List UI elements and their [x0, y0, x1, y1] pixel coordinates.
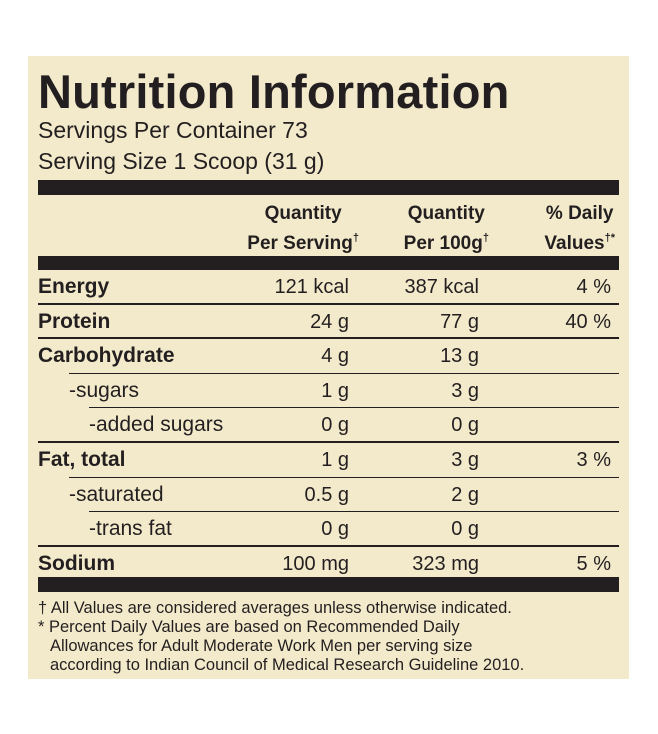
table-row: -trans fat 0 g 0 g	[38, 512, 619, 547]
footnotes: † All Values are considered averages unl…	[38, 599, 524, 675]
nutrient-name: Fat, total	[38, 447, 126, 471]
header-per-serving-line1: Quantity	[264, 203, 342, 224]
row-divider	[38, 544, 619, 547]
row-divider	[38, 337, 619, 340]
per-serving-value: 1 g	[321, 448, 349, 471]
daily-value: 40 %	[565, 310, 611, 333]
row-divider	[38, 440, 619, 443]
table-row: -sugars 1 g 3 g	[38, 374, 619, 409]
daily-value: 4 %	[576, 276, 611, 298]
header-per-serving-line2: Per Serving	[247, 233, 353, 254]
table-row: -added sugars 0 g 0 g	[38, 408, 619, 443]
row-divider	[89, 407, 619, 409]
nutrient-name: -sugars	[69, 378, 140, 402]
per-100g-value: 0 g	[451, 414, 479, 437]
header-daily-values-line2: Values	[544, 233, 605, 254]
bottom-divider-bar	[38, 577, 619, 592]
nutrient-name: -saturated	[69, 482, 164, 506]
nutrition-label: Nutrition Information Servings Per Conta…	[28, 56, 629, 679]
per-serving-value: 1 g	[321, 379, 349, 402]
table-row: Energy 121 kcal 387 kcal 4 %	[38, 270, 619, 305]
nutrient-name: Sodium	[38, 551, 115, 575]
per-serving-value: 4 g	[321, 345, 349, 368]
header-daily-values-line1: % Daily	[545, 203, 614, 224]
label-title: Nutrition Information	[38, 65, 510, 118]
per-serving-value: 0.5 g	[304, 483, 349, 506]
daily-value: 3 %	[576, 448, 611, 471]
table-row: Sodium 100 mg 323 mg 5 %	[38, 547, 619, 582]
row-divider	[89, 511, 619, 513]
per-100g-value: 2 g	[451, 483, 479, 506]
dagger-star-mark: †*	[604, 232, 615, 244]
per-100g-value: 387 kcal	[404, 276, 480, 298]
servings-per-container: Servings Per Container 73	[38, 117, 308, 143]
header-daily-values: % Daily Values†*	[544, 202, 615, 256]
nutrient-table: Energy 121 kcal 387 kcal 4 % Protein 24 …	[38, 270, 619, 581]
row-divider	[69, 476, 619, 478]
footnote-star-line2: Allowances for Adult Moderate Work Men p…	[50, 637, 473, 655]
per-100g-value: 0 g	[451, 518, 479, 541]
row-divider	[38, 302, 619, 305]
table-row: Fat, total 1 g 3 g 3 %	[38, 443, 619, 478]
row-divider	[69, 372, 619, 374]
serving-size: Serving Size 1 Scoop (31 g)	[38, 148, 325, 174]
per-serving-value: 100 mg	[282, 552, 349, 575]
header-per-100g-line1: Quantity	[407, 203, 485, 224]
nutrient-name: Energy	[38, 275, 110, 298]
nutrient-name: Carbohydrate	[38, 344, 175, 368]
table-row: Protein 24 g 77 g 40 %	[38, 305, 619, 340]
per-100g-value: 77 g	[440, 310, 479, 333]
per-100g-value: 13 g	[440, 345, 479, 368]
dagger-mark: †	[352, 232, 359, 244]
per-serving-value: 24 g	[310, 310, 349, 333]
header-divider-bar	[38, 256, 619, 270]
dagger-mark: †	[482, 232, 489, 244]
table-row: -saturated 0.5 g 2 g	[38, 478, 619, 513]
table-row: Carbohydrate 4 g 13 g	[38, 339, 619, 374]
header-per-serving: Quantity Per Serving†	[247, 202, 359, 256]
nutrient-name: Protein	[38, 309, 111, 333]
per-100g-value: 323 mg	[412, 552, 479, 575]
top-divider-bar	[38, 180, 619, 195]
footnote-star-line3: according to Indian Council of Medical R…	[50, 656, 525, 674]
per-serving-value: 0 g	[321, 414, 349, 437]
header-per-100g: Quantity Per 100g†	[404, 202, 489, 256]
nutrient-name: -added sugars	[89, 413, 224, 437]
per-100g-value: 3 g	[451, 448, 479, 471]
nutrient-name: -trans fat	[89, 517, 172, 541]
per-serving-value: 121 kcal	[274, 276, 350, 298]
header-per-100g-line2: Per 100g	[403, 233, 483, 254]
footnote-dagger: † All Values are considered averages unl…	[38, 599, 512, 617]
daily-value: 5 %	[576, 552, 611, 575]
footnote-star-line1: * Percent Daily Values are based on Reco…	[38, 618, 460, 636]
per-serving-value: 0 g	[321, 518, 349, 541]
per-100g-value: 3 g	[451, 379, 479, 402]
